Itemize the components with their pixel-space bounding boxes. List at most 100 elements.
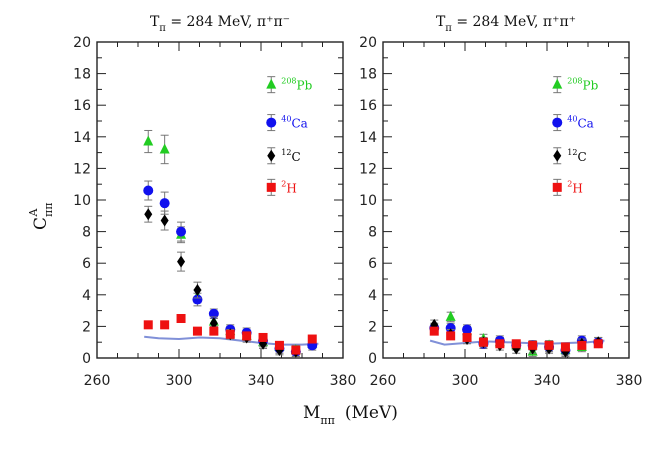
y-tick-label: 2 [82, 319, 91, 335]
legend-label-ca: 40Ca [281, 115, 308, 131]
legend-label-text: C [291, 150, 300, 164]
panel-title-T: T [436, 14, 446, 30]
data-point-h [143, 320, 153, 330]
panel-title-T: T [150, 14, 160, 30]
data-point-h [544, 340, 554, 350]
data-point-ca [176, 226, 187, 237]
legend-marker-c [267, 149, 276, 162]
data-point-h [462, 332, 472, 342]
legend-label-text: H [572, 181, 582, 195]
data-point-h [291, 345, 301, 355]
y-tick-label: 16 [359, 98, 377, 114]
data-point-c [193, 284, 202, 297]
legend-label-superscript: 12 [281, 148, 291, 157]
legend-label-superscript: 2 [281, 179, 286, 188]
panel-title: Tπ = 284 MeV, π⁺π⁺ [436, 14, 576, 34]
x-axis-label-unit: (MeV) [345, 403, 398, 423]
legend-label-pb: 208Pb [567, 77, 598, 93]
data-point-h [593, 339, 603, 349]
y-tick-label: 10 [73, 193, 91, 209]
data-point-ca [208, 308, 219, 319]
x-tick-label: 340 [248, 373, 275, 389]
y-tick-label: 18 [73, 67, 91, 83]
legend-marker-pb [266, 78, 277, 89]
data-point-h [429, 326, 439, 336]
data-point-h [209, 326, 219, 336]
panel-title-text: = 284 MeV, π⁺π⁺ [452, 14, 576, 30]
legend-label-superscript: 2 [567, 179, 572, 188]
y-tick-label: 6 [82, 256, 91, 272]
legend-label-superscript: 208 [567, 77, 582, 86]
data-point-ca [159, 198, 170, 209]
legend-label-h: 2H [281, 179, 297, 195]
data-point-pb [159, 143, 170, 154]
legend-label-h: 2H [567, 179, 583, 195]
legend-label-text: Ca [291, 117, 307, 131]
legend-label-superscript: 40 [567, 115, 577, 124]
data-point-c [144, 208, 153, 221]
y-tick-label: 2 [368, 319, 377, 335]
data-point-h [225, 329, 235, 339]
data-point-h [495, 339, 505, 349]
data-point-h [528, 340, 538, 350]
y-axis-label: CππA [27, 203, 55, 230]
data-point-h [478, 337, 488, 347]
legend-marker-h [266, 182, 276, 192]
data-point-h [577, 340, 587, 350]
x-axis-label-main: M [303, 403, 320, 423]
y-tick-label: 0 [82, 351, 91, 367]
legend-label-c: 12C [567, 148, 586, 164]
y-tick-label: 16 [73, 98, 91, 114]
data-point-ca [445, 322, 456, 333]
legend-label-pb: 208Pb [281, 77, 312, 93]
y-tick-label: 4 [82, 288, 91, 304]
x-axis-label: Mππ (MeV) [303, 403, 398, 427]
legend-marker-pb [552, 78, 563, 89]
panel-title-T-sub: π [159, 23, 166, 34]
panel-title: Tπ = 284 MeV, π⁺π⁻ [150, 14, 290, 34]
legend-marker-ca [266, 117, 277, 128]
legend-marker-c [553, 149, 562, 162]
data-point-h [307, 334, 317, 344]
data-point-ca [462, 324, 473, 335]
legend-label-text: H [286, 181, 296, 195]
y-tick-label: 10 [359, 193, 377, 209]
y-axis-label-sup: A [27, 208, 40, 218]
panel-title-T-sub: π [445, 23, 452, 34]
x-tick-label: 340 [534, 373, 561, 389]
data-point-c [160, 214, 169, 227]
legend-label-c: 12C [281, 148, 300, 164]
legend-marker-ca [552, 117, 563, 128]
data-point-ca [143, 185, 154, 196]
data-point-h [242, 331, 252, 341]
y-tick-label: 20 [359, 35, 377, 51]
x-axis-label-sub: ππ [320, 414, 334, 427]
y-axis-label-main: C [31, 217, 51, 230]
data-point-h [258, 332, 268, 342]
data-point-h [446, 331, 456, 341]
y-tick-label: 12 [73, 161, 91, 177]
y-tick-label: 6 [368, 256, 377, 272]
data-point-c [177, 255, 186, 268]
legend-label-text: Pb [583, 79, 599, 93]
legend-label-text: C [577, 150, 586, 164]
x-tick-label: 380 [616, 373, 643, 389]
panel-pi-plus-pi-plus: 0 2 4 6 8 10 12 14 16 18 20 260 300 340 380 Tπ = 284 Me… [359, 14, 642, 389]
legend-label-superscript: 40 [281, 115, 291, 124]
x-tick-label: 300 [166, 373, 193, 389]
data-point-h [274, 340, 284, 350]
data-point-h [192, 326, 202, 336]
y-tick-label: 12 [359, 161, 377, 177]
y-tick-label: 8 [82, 225, 91, 241]
y-axis-label-sub: ππ [42, 203, 55, 217]
legend-label-text: Pb [297, 79, 313, 93]
x-tick-label: 300 [452, 373, 479, 389]
data-point-pb [143, 135, 154, 146]
data-point-h [176, 314, 186, 323]
y-tick-label: 8 [368, 225, 377, 241]
data-point-h [160, 320, 170, 330]
legend-label-superscript: 12 [567, 148, 577, 157]
y-tick-label: 4 [368, 288, 377, 304]
x-tick-label: 380 [330, 373, 357, 389]
